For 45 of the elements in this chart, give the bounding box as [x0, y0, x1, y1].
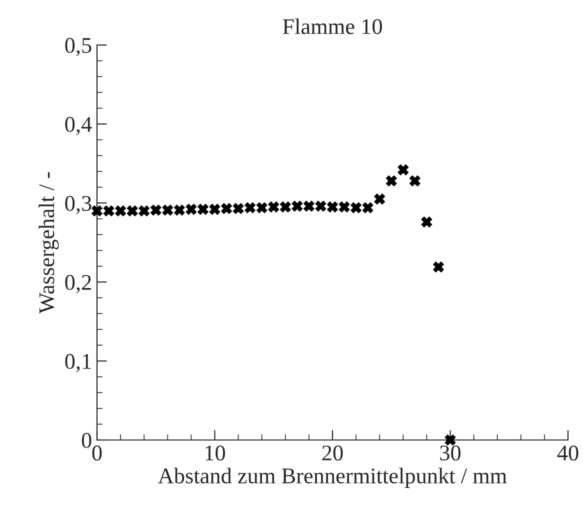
x-tick-label: 20 — [322, 446, 343, 460]
point — [221, 203, 232, 214]
point — [421, 216, 432, 228]
point — [150, 204, 162, 216]
point — [303, 200, 314, 212]
point — [209, 204, 220, 215]
point — [292, 200, 303, 212]
y-tick-label: 0,1 — [65, 354, 91, 372]
point — [338, 201, 350, 212]
point — [174, 204, 185, 216]
point — [268, 201, 280, 212]
point — [92, 205, 102, 216]
point — [280, 201, 291, 212]
point — [232, 203, 244, 214]
y-tick-label: 0,2 — [65, 274, 91, 294]
chart-title: Flamme 10 — [282, 18, 382, 34]
point — [409, 175, 420, 186]
point — [386, 175, 397, 186]
point — [197, 204, 208, 215]
point — [327, 201, 338, 212]
point — [432, 261, 444, 272]
point — [138, 205, 150, 216]
point — [186, 204, 197, 215]
x-tick-label: 30 — [440, 446, 461, 460]
point — [444, 434, 456, 446]
point — [162, 204, 174, 216]
point — [362, 202, 374, 214]
y-tick-label: 0 — [82, 432, 92, 448]
point — [315, 200, 326, 212]
x-tick-label: 10 — [206, 446, 226, 460]
y-axis-title: Wassergehalt / - — [38, 172, 59, 314]
y-tick-label: 0,4 — [65, 116, 92, 136]
x-tick-label: 40 — [557, 446, 578, 460]
y-tick-label: 0,5 — [65, 38, 92, 56]
point — [126, 205, 138, 216]
point — [374, 194, 386, 205]
point — [244, 202, 256, 214]
x-axis-title: Abstand zum Brennermittelpunkt / mm — [158, 468, 507, 488]
point — [115, 205, 126, 216]
point — [103, 205, 114, 216]
point — [398, 164, 409, 176]
point — [256, 202, 268, 214]
point — [350, 202, 362, 214]
y-tick-label: 0,3 — [65, 196, 92, 214]
x-tick-label: 0 — [92, 446, 102, 460]
